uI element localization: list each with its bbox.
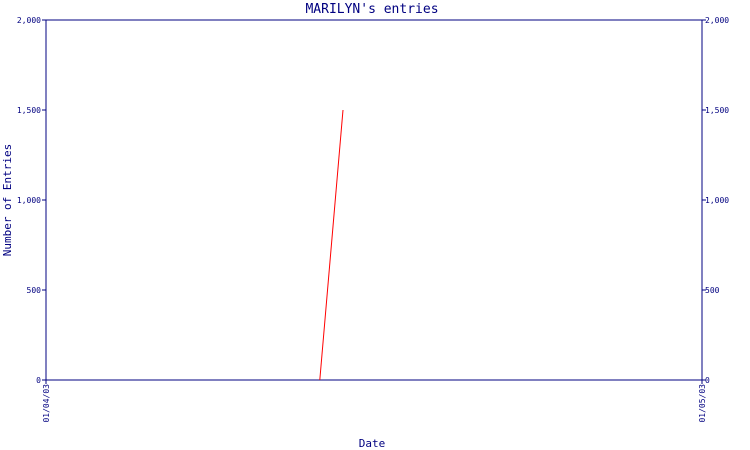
series-layer	[319, 109, 344, 381]
y-axis-label: Number of Entries	[1, 144, 14, 257]
series-line	[319, 109, 344, 381]
y-tick-label-left: 0	[36, 376, 41, 385]
y-axis-right: 0 500 1,000 1,500 2,000	[702, 16, 729, 385]
chart-title: MARILYN's entries	[305, 2, 438, 17]
y-tick-label-left: 500	[27, 286, 42, 295]
x-tick-label: 01/04/03	[42, 384, 51, 423]
plot-frame	[45, 19, 703, 381]
y-tick-label-right: 1,500	[705, 106, 729, 115]
y-tick-label-right: 1,000	[705, 196, 729, 205]
x-tick-label: 01/05/03	[698, 384, 707, 423]
y-tick-label-left: 2,000	[17, 16, 41, 25]
x-axis-label: Date	[359, 437, 386, 450]
y-tick-label-right: 500	[705, 286, 720, 295]
y-axis-left: 0 500 1,000 1,500 2,000	[17, 16, 46, 385]
y-tick-label-right: 2,000	[705, 16, 729, 25]
y-tick-label-left: 1,500	[17, 106, 41, 115]
x-axis: 01/04/03 01/05/03	[42, 380, 707, 423]
y-tick-label-right: 0	[705, 376, 710, 385]
y-tick-label-left: 1,000	[17, 196, 41, 205]
